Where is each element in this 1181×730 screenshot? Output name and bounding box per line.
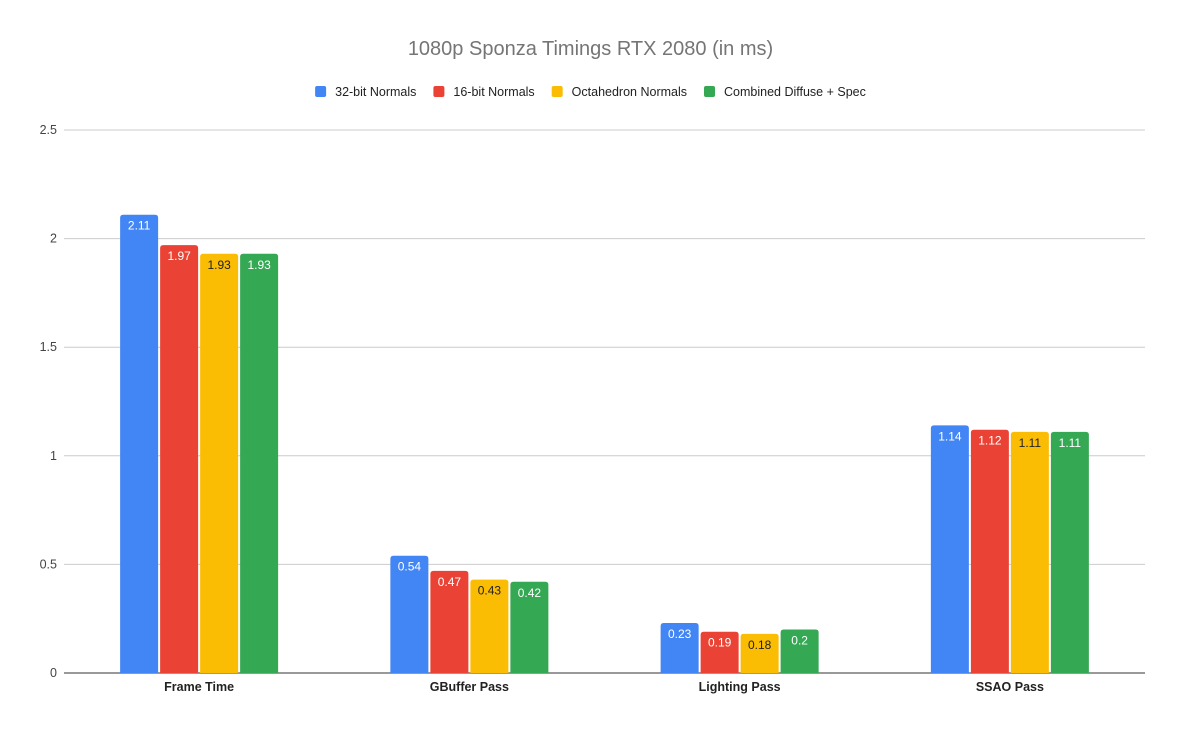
bar: [390, 555, 429, 673]
bar: [470, 579, 509, 673]
bar: [200, 253, 239, 673]
data-label: 1.97: [167, 249, 191, 263]
legend-label: 32-bit Normals: [335, 85, 416, 99]
data-label: 0.47: [438, 575, 462, 589]
legend-item: 32-bit Normals: [315, 85, 416, 99]
legend-item: Octahedron Normals: [551, 85, 687, 99]
y-tick-label: 0: [50, 666, 57, 680]
legend-item: Combined Diffuse + Spec: [704, 85, 866, 99]
legend-label: 16-bit Normals: [453, 85, 534, 99]
bar: [780, 629, 819, 673]
x-category-label: Lighting Pass: [699, 680, 781, 694]
y-tick-label: 1.5: [40, 340, 57, 354]
bar: [970, 429, 1009, 673]
data-label: 0.43: [478, 584, 502, 598]
x-category-label: SSAO Pass: [976, 680, 1044, 694]
bar: [660, 623, 699, 673]
bar: [430, 570, 469, 673]
data-label: 0.19: [708, 636, 732, 650]
legend-swatch: [433, 86, 445, 97]
legend-item: 16-bit Normals: [433, 85, 535, 99]
bar: [240, 253, 279, 673]
bar: [930, 425, 969, 673]
y-tick-label: 0.5: [40, 557, 57, 571]
data-label: 0.18: [748, 638, 772, 652]
data-label: 2.11: [128, 219, 151, 233]
data-label: 0.23: [668, 627, 692, 641]
y-axis-ticks: 0 0.5 1 1.5 2 2.5: [40, 123, 57, 680]
bar: [700, 631, 739, 673]
bar: [120, 214, 159, 673]
data-label: 0.42: [518, 586, 542, 600]
x-category-label: GBuffer Pass: [430, 680, 509, 694]
y-tick-label: 2.5: [40, 123, 57, 137]
legend-swatch: [704, 86, 716, 97]
bar: [160, 245, 199, 673]
data-label: 0.54: [398, 560, 422, 574]
legend-swatch: [315, 86, 327, 97]
data-label: 1.11: [1059, 436, 1082, 450]
y-tick-label: 1: [50, 449, 57, 463]
data-label: 1.12: [978, 434, 1002, 448]
bar: [510, 581, 549, 673]
legend-swatch: [551, 86, 563, 97]
bar: [740, 633, 779, 673]
data-label: 1.11: [1019, 436, 1042, 450]
legend: 32-bit Normals 16-bit Normals Octahedron N…: [315, 85, 866, 99]
x-axis-categories: Frame Time GBuffer Pass Lighting Pass SSAO …: [164, 680, 1044, 694]
data-labels: 2.11 1.97 1.93 1.93 0.54 0.47 0.43 0.42 0.23 0.19…: [128, 219, 1082, 652]
data-label: 0.2: [791, 634, 808, 648]
legend-label: Combined Diffuse + Spec: [724, 85, 866, 99]
data-label: 1.93: [207, 258, 231, 272]
legend-label: Octahedron Normals: [572, 85, 687, 99]
chart-title: 1080p Sponza Timings RTX 2080 (in ms): [408, 38, 773, 60]
bars: [120, 214, 1089, 673]
data-label: 1.93: [247, 258, 271, 272]
y-tick-label: 2: [50, 232, 57, 246]
bar: [1050, 431, 1089, 673]
x-category-label: Frame Time: [164, 680, 234, 694]
bar: [1010, 431, 1049, 673]
data-label: 1.14: [938, 429, 962, 443]
